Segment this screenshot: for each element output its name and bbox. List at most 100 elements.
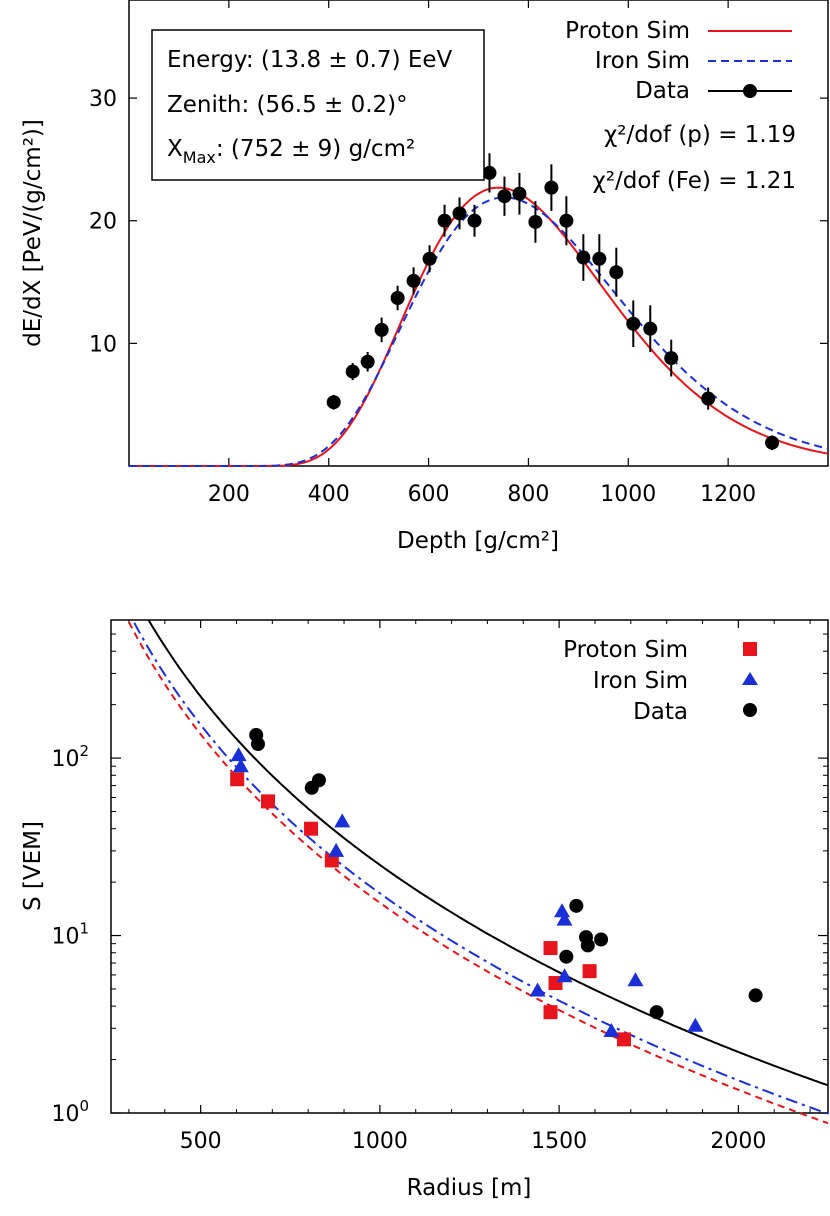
chi2-proton-label: χ²/dof (p) = 1.19: [604, 122, 796, 148]
iron-sim-point: [232, 758, 249, 773]
iron-sim-point: [556, 911, 573, 926]
proton-sim-point: [304, 821, 319, 836]
legend-data-label: Data: [635, 78, 690, 104]
data-point: [576, 250, 591, 265]
proton-sim-point: [543, 1005, 558, 1020]
legend-proton-sim-label: Proton Sim: [563, 637, 688, 663]
data-station-point: [559, 949, 574, 964]
proton-sim-curve: [129, 186, 829, 467]
legend-data-label-bottom: Data: [633, 699, 688, 725]
iron-sim-point: [603, 1022, 620, 1037]
bottom-x-axis-label: Radius [m]: [407, 1175, 532, 1201]
data-point: [765, 435, 780, 450]
iron-sim-curve: [129, 196, 829, 467]
proton-sim-point: [617, 1032, 632, 1047]
data-point: [467, 213, 482, 228]
iron-sim-point: [334, 813, 351, 828]
data-point: [452, 206, 467, 221]
data-point: [374, 322, 389, 337]
bottom-data-points: [230, 727, 763, 1047]
top-y-tick-label: 30: [89, 87, 117, 112]
bottom-y-tick-label: 102: [51, 742, 89, 772]
energy-deposit-chart: 200 400 600 800 1000 1200 10 20 30 Depth [g/cm²]…: [20, 0, 829, 554]
legend-square-marker: [743, 642, 757, 656]
zenith-label: Zenith: (56.5 ± 0.2)°: [167, 92, 408, 118]
energy-label: Energy: (13.8 ± 0.7) EeV: [167, 47, 453, 73]
data-point: [345, 364, 360, 379]
data-ldf-fit: [147, 619, 829, 1087]
chi2-iron-label: χ²/dof (Fe) = 1.21: [592, 168, 796, 194]
data-station-point: [748, 988, 763, 1003]
bottom-axis-ticks: 500 1000 1500 2000 100 101 102: [51, 619, 828, 1154]
top-data-points: [326, 153, 780, 451]
legend-data-marker: [743, 84, 757, 98]
bottom-plot-frame: [110, 619, 829, 1114]
proton-sim-point: [261, 794, 276, 809]
data-point: [544, 180, 559, 195]
data-point: [326, 395, 341, 410]
bottom-x-tick-label: 1500: [531, 1129, 587, 1154]
bottom-legend: Proton Sim Iron Sim Data: [563, 637, 758, 725]
legend-circle-marker: [743, 703, 757, 717]
top-x-tick-label: 1000: [600, 482, 656, 507]
data-point: [664, 351, 679, 366]
proton-sim-point: [324, 853, 339, 868]
legend-triangle-marker: [742, 672, 758, 685]
bottom-x-tick-label: 1000: [352, 1129, 408, 1154]
data-point: [643, 321, 658, 336]
top-y-axis-label: dE/dX [PeV/(g/cm²)]: [20, 119, 46, 347]
top-legend: Proton Sim Iron Sim Data χ²/dof (p) = 1.…: [565, 18, 796, 194]
iron-sim-point: [529, 982, 546, 997]
top-y-tick-label: 10: [89, 332, 117, 357]
bottom-y-tick-label: 100: [51, 1097, 89, 1127]
data-point: [390, 290, 405, 305]
data-point: [406, 273, 421, 288]
iron-sim-point: [328, 842, 345, 857]
proton-sim-point: [543, 941, 558, 956]
data-point: [559, 213, 574, 228]
iron-sim-point: [556, 968, 573, 983]
data-point: [497, 189, 512, 204]
top-plot-frame: [128, 0, 829, 467]
bottom-y-tick-label: 101: [51, 920, 89, 950]
data-point: [528, 214, 543, 229]
data-point: [609, 265, 624, 280]
top-x-tick-label: 600: [408, 482, 450, 507]
iron-sim-point: [230, 747, 247, 762]
top-x-tick-label: 800: [507, 482, 549, 507]
data-station-point: [580, 938, 595, 953]
bottom-x-tick-label: 500: [180, 1129, 222, 1154]
top-y-tick-label: 20: [89, 210, 117, 235]
data-point: [482, 165, 497, 180]
top-sim-curves: [129, 186, 829, 467]
iron-sim-point: [553, 903, 570, 918]
bottom-y-axis-label: S [VEM]: [20, 821, 46, 911]
data-point: [437, 213, 452, 228]
data-station-point: [569, 898, 584, 913]
proton-sim-point: [582, 964, 597, 979]
bottom-x-tick-label: 2000: [710, 1129, 766, 1154]
top-x-tick-label: 200: [208, 482, 250, 507]
iron-ldf-fit: [133, 622, 829, 1115]
bottom-ldf-curves: [128, 619, 829, 1125]
proton-ldf-fit: [128, 621, 829, 1125]
data-station-point: [250, 737, 265, 752]
lateral-distribution-chart: 500 1000 1500 2000 100 101 102 Radius [m] S [V…: [20, 619, 829, 1201]
data-station-point: [594, 932, 609, 947]
proton-sim-point: [230, 772, 245, 787]
data-station-point: [311, 773, 326, 788]
top-x-tick-label: 1200: [700, 482, 756, 507]
iron-sim-point: [687, 1017, 704, 1032]
iron-sim-point: [627, 972, 644, 987]
data-point: [360, 354, 375, 369]
top-x-axis-label: Depth [g/cm²]: [397, 528, 559, 554]
info-box-frame: [151, 29, 485, 181]
top-x-tick-label: 400: [308, 482, 350, 507]
data-point: [592, 251, 607, 266]
xmax-label: XMax: (752 ± 9) g/cm²: [167, 136, 415, 167]
legend-proton-label: Proton Sim: [565, 18, 690, 44]
data-point: [422, 251, 437, 266]
top-axis-ticks: 200 400 600 800 1000 1200 10 20 30: [89, 0, 828, 507]
data-point: [512, 186, 527, 201]
